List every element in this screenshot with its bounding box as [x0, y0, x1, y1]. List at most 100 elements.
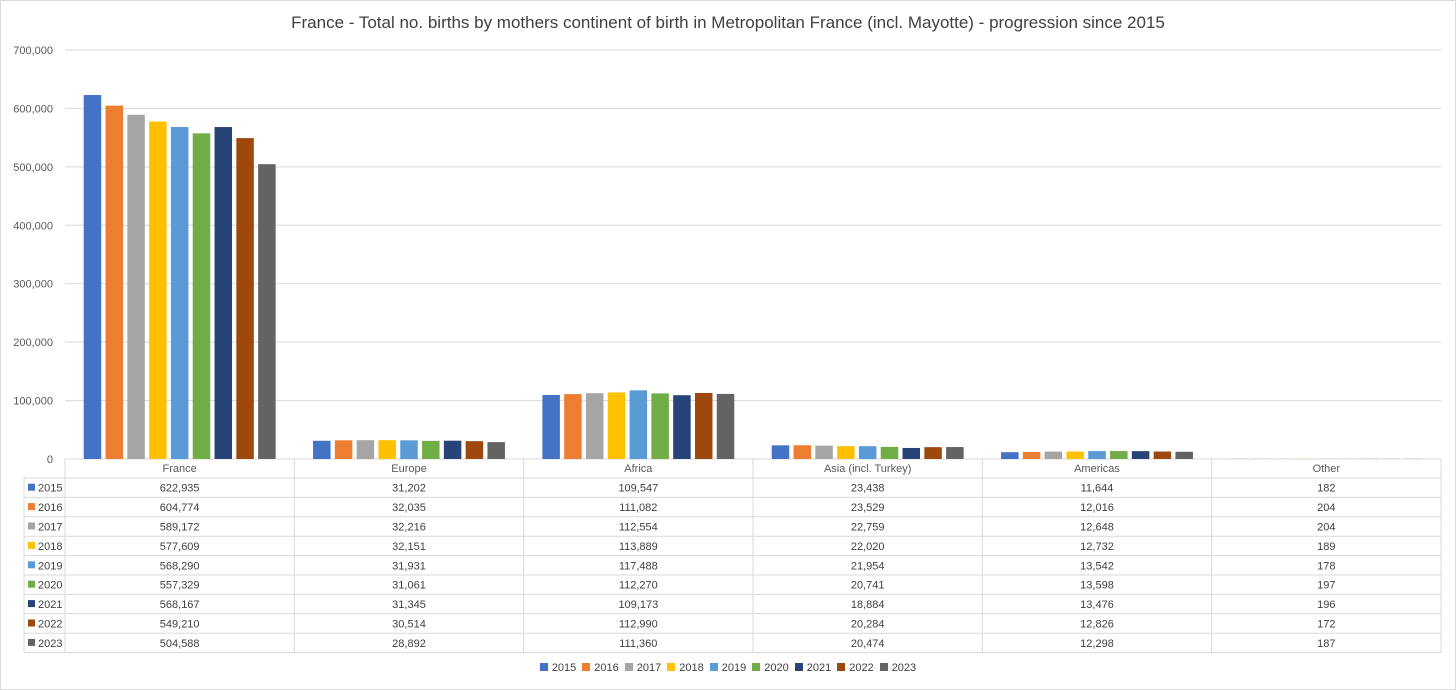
- table-series-swatch: [28, 522, 35, 530]
- table-cell-value: 30,514: [392, 619, 426, 631]
- table-cell-value: 111,360: [619, 638, 657, 650]
- legend-label: 2017: [636, 662, 662, 674]
- legend-label: 2018: [679, 662, 704, 674]
- table-series-name: 2019: [38, 560, 62, 572]
- bar-2015-americas: [1001, 452, 1019, 459]
- bar-2016-france: [105, 105, 124, 459]
- table-cell-value: 23,438: [851, 483, 885, 495]
- bar-2017-asia-incl-turkey: [815, 445, 833, 459]
- category-label: Europe: [391, 463, 426, 475]
- chart-title: France - Total no. births by mothers con…: [291, 13, 1165, 32]
- table-series-swatch: [28, 561, 35, 569]
- table-cell-value: 112,270: [619, 580, 658, 592]
- bar-2019-france: [170, 126, 189, 460]
- bar-2019-europe: [400, 440, 418, 459]
- table-cell-value: 111,082: [619, 502, 657, 514]
- table-cell-value: 20,741: [851, 580, 885, 592]
- bar-2017-europe: [356, 440, 375, 459]
- bar-2017-africa: [585, 393, 604, 459]
- table-series-name: 2017: [38, 522, 62, 534]
- table-cell-value: 32,035: [392, 502, 426, 514]
- table-cell-value: 187: [1317, 638, 1335, 650]
- table-cell-value: 28,892: [392, 638, 426, 650]
- bar-2018-asia-incl-turkey: [837, 446, 855, 459]
- table-cell-value: 12,016: [1080, 502, 1114, 514]
- legend-swatch: [837, 663, 846, 671]
- legend-swatch: [879, 663, 888, 671]
- legend-label: 2023: [891, 662, 917, 674]
- bar-2023-africa: [716, 393, 735, 459]
- bar-2021-americas: [1131, 451, 1150, 459]
- bar-2021-asia-incl-turkey: [902, 447, 921, 459]
- bar-2016-americas: [1022, 451, 1041, 459]
- y-tick-label: 500,000: [13, 162, 53, 174]
- table-cell-value: 109,547: [618, 483, 658, 495]
- table-cell-value: 182: [1317, 483, 1335, 495]
- legend-swatch: [709, 663, 718, 671]
- legend-item-2017: 2017: [624, 662, 662, 674]
- bar-2018-americas: [1066, 451, 1084, 459]
- legend: 2015 2016 2017 2018 2019 2020 2021 2022 2023: [0, 662, 1456, 674]
- table-cell-value: 204: [1317, 522, 1335, 534]
- table-cell-value: 13,542: [1080, 560, 1114, 572]
- legend-label: 2015: [551, 662, 577, 674]
- table-cell-value: 12,298: [1080, 638, 1114, 650]
- table-cell-value: 604,774: [160, 502, 200, 514]
- bar-2020-asia-incl-turkey: [880, 446, 899, 459]
- bar-2016-asia-incl-turkey: [793, 445, 812, 459]
- category-label: Africa: [624, 463, 653, 475]
- bar-2019-americas: [1088, 451, 1106, 459]
- table-cell-value: 13,476: [1080, 599, 1114, 611]
- table-series-name: 2020: [38, 580, 62, 592]
- legend-label: 2020: [764, 662, 789, 674]
- table-series-name: 2018: [38, 541, 62, 553]
- legend-item-2023: 2023: [879, 662, 917, 674]
- table-series-name: 2023: [38, 638, 62, 650]
- table-cell-value: 549,210: [160, 619, 200, 631]
- table-cell-value: 20,474: [851, 638, 885, 650]
- table-cell-value: 22,020: [851, 541, 885, 553]
- table-cell-value: 196: [1317, 599, 1335, 611]
- legend-swatch: [752, 663, 761, 671]
- table-cell-value: 504,588: [160, 638, 200, 650]
- bar-2020-africa: [651, 393, 669, 459]
- table-cell-value: 32,216: [392, 522, 426, 534]
- legend-item-2020: 2020: [752, 662, 789, 674]
- table-series-name: 2016: [38, 502, 62, 514]
- table-cell-value: 172: [1317, 619, 1335, 631]
- table-series-swatch: [28, 638, 35, 646]
- y-tick-label: 0: [47, 454, 53, 466]
- bar-2023-france: [258, 164, 276, 459]
- bar-2019-africa: [629, 390, 648, 459]
- bar-2022-europe: [465, 441, 484, 459]
- table-series-swatch: [28, 503, 35, 511]
- table-cell-value: 204: [1317, 502, 1335, 514]
- table-cell-value: 31,345: [392, 599, 426, 611]
- bar-2022-americas: [1153, 451, 1172, 459]
- legend-item-2018: 2018: [667, 662, 704, 674]
- table-cell-value: 31,202: [392, 483, 426, 495]
- y-tick-label: 100,000: [13, 396, 53, 408]
- table-cell-value: 32,151: [392, 541, 426, 553]
- y-axis-ticks: 0 100,000 200,000 300,000 400,000 500,000 600,…: [13, 45, 53, 466]
- bar-2016-africa: [564, 394, 582, 459]
- table-cell-value: 112,990: [619, 619, 658, 631]
- table-cell-value: 577,609: [160, 541, 200, 553]
- table-cell-value: 18,884: [851, 599, 885, 611]
- bar-2015-europe: [313, 440, 331, 459]
- bar-2021-france: [214, 127, 233, 459]
- table-cell-value: 21,954: [851, 560, 885, 572]
- bar-2017-americas: [1044, 451, 1063, 459]
- table-cell-value: 23,529: [851, 502, 885, 514]
- legend-item-2021: 2021: [794, 662, 831, 674]
- bar-2015-france: [83, 95, 102, 459]
- legend-item-2015: 2015: [539, 662, 577, 674]
- table-cell-value: 12,826: [1080, 619, 1114, 631]
- legend-swatch: [539, 663, 548, 671]
- legend-item-2016: 2016: [582, 662, 619, 674]
- table-series-name: 2022: [38, 619, 62, 631]
- bar-2015-africa: [542, 394, 560, 459]
- bar-2018-france: [149, 121, 167, 459]
- bar-2023-asia-incl-turkey: [946, 447, 964, 459]
